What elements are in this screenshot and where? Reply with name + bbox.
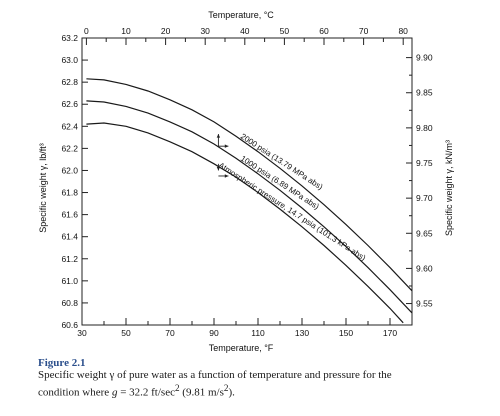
bottom-tick-label: 30 [77,328,87,338]
caption-line-1: Specific weight γ of pure water as a fun… [38,369,392,381]
label-atmospheric: Atmospheric pressure, 14.7 psia (101.3 k… [217,161,368,263]
left-tick-label: 63.2 [61,33,78,43]
left-tick-label: 62.8 [61,77,78,87]
leader-atm-down-head [216,166,221,171]
top-tick-label: 20 [161,26,171,36]
caption-g-symbol: g [111,386,118,399]
curve-atmospheric [86,122,404,324]
right-tick-label: 9.70 [416,193,433,203]
left-tick-label: 62.0 [61,165,78,175]
curve-2000-psia [86,78,413,292]
plot-frame [81,37,413,326]
caption-title: Figure 2.1 [38,357,86,369]
top-tick-label: 40 [240,26,250,36]
caption-exp-2: 2 [223,383,229,393]
top-tick-label: 10 [121,26,131,36]
left-tick-label: 60.8 [61,298,78,308]
top-tick-label: 50 [280,26,290,36]
right-tick-label: 9.90 [416,53,433,63]
right-tick-label: 9.75 [416,158,433,168]
left-tick-label: 61.6 [61,210,78,220]
right-tick-label: 9.80 [416,123,433,133]
leader-atm-right-head [224,174,229,178]
left-tick-label: 60.6 [61,320,78,330]
bottom-tick-label: 70 [165,328,175,338]
bottom-tick-label: 50 [121,328,131,338]
caption-line-2: condition where g = 32.2 ft/sec2 (9.81 m… [38,382,493,400]
caption-post: ). [228,386,235,399]
top-axis-title: Temperature, °C [208,10,274,20]
right-tick-label: 9.85 [416,88,433,98]
left-tick-label: 61.2 [61,254,78,264]
left-tick-label: 62.2 [61,143,78,153]
left-tick-label: 61.4 [61,232,78,242]
curve-1000-psia [86,100,413,314]
figure-caption: Figure 2.1 Specific weight γ of pure wat… [38,357,493,400]
leader-1000-up-head [216,134,221,138]
left-tick-label: 62.6 [61,99,78,109]
bottom-tick-label: 110 [251,328,265,338]
bottom-tick-label: 90 [209,328,219,338]
top-tick-label: 0 [84,26,89,36]
bottom-axis-title: Temperature, °F [209,343,274,353]
left-tick-label: 62.4 [61,121,78,131]
right-tick-label: 9.60 [416,263,433,273]
top-tick-label: 30 [200,26,210,36]
right-axis-title: Specific weight γ, kN/m³ [444,140,454,236]
bottom-tick-label: 150 [339,328,353,338]
top-tick-label: 70 [359,26,369,36]
caption-eq: = 32.2 ft/sec [117,386,175,399]
left-tick-label: 61.8 [61,188,78,198]
caption-pre: condition where [38,386,112,399]
left-axis-title: Specific weight γ, lb/ft³ [38,143,48,233]
caption-mid: (9.81 m/s [179,386,224,399]
left-tick-label: 61.0 [61,276,78,286]
caption-exp-1: 2 [174,383,180,393]
bottom-tick-label: 170 [383,328,397,338]
specific-weight-chart: 30 50 70 90 110 130 150 170 0 10 20 30 40 50 60 70 80 60.… [38,10,454,353]
bottom-tick-label: 130 [295,328,309,338]
top-tick-label: 60 [319,26,329,36]
leader-1000-right-head [224,144,229,148]
top-tick-label: 80 [398,26,408,36]
right-tick-label: 9.65 [416,228,433,238]
left-tick-label: 63.0 [61,55,78,65]
right-tick-label: 9.55 [416,299,433,309]
